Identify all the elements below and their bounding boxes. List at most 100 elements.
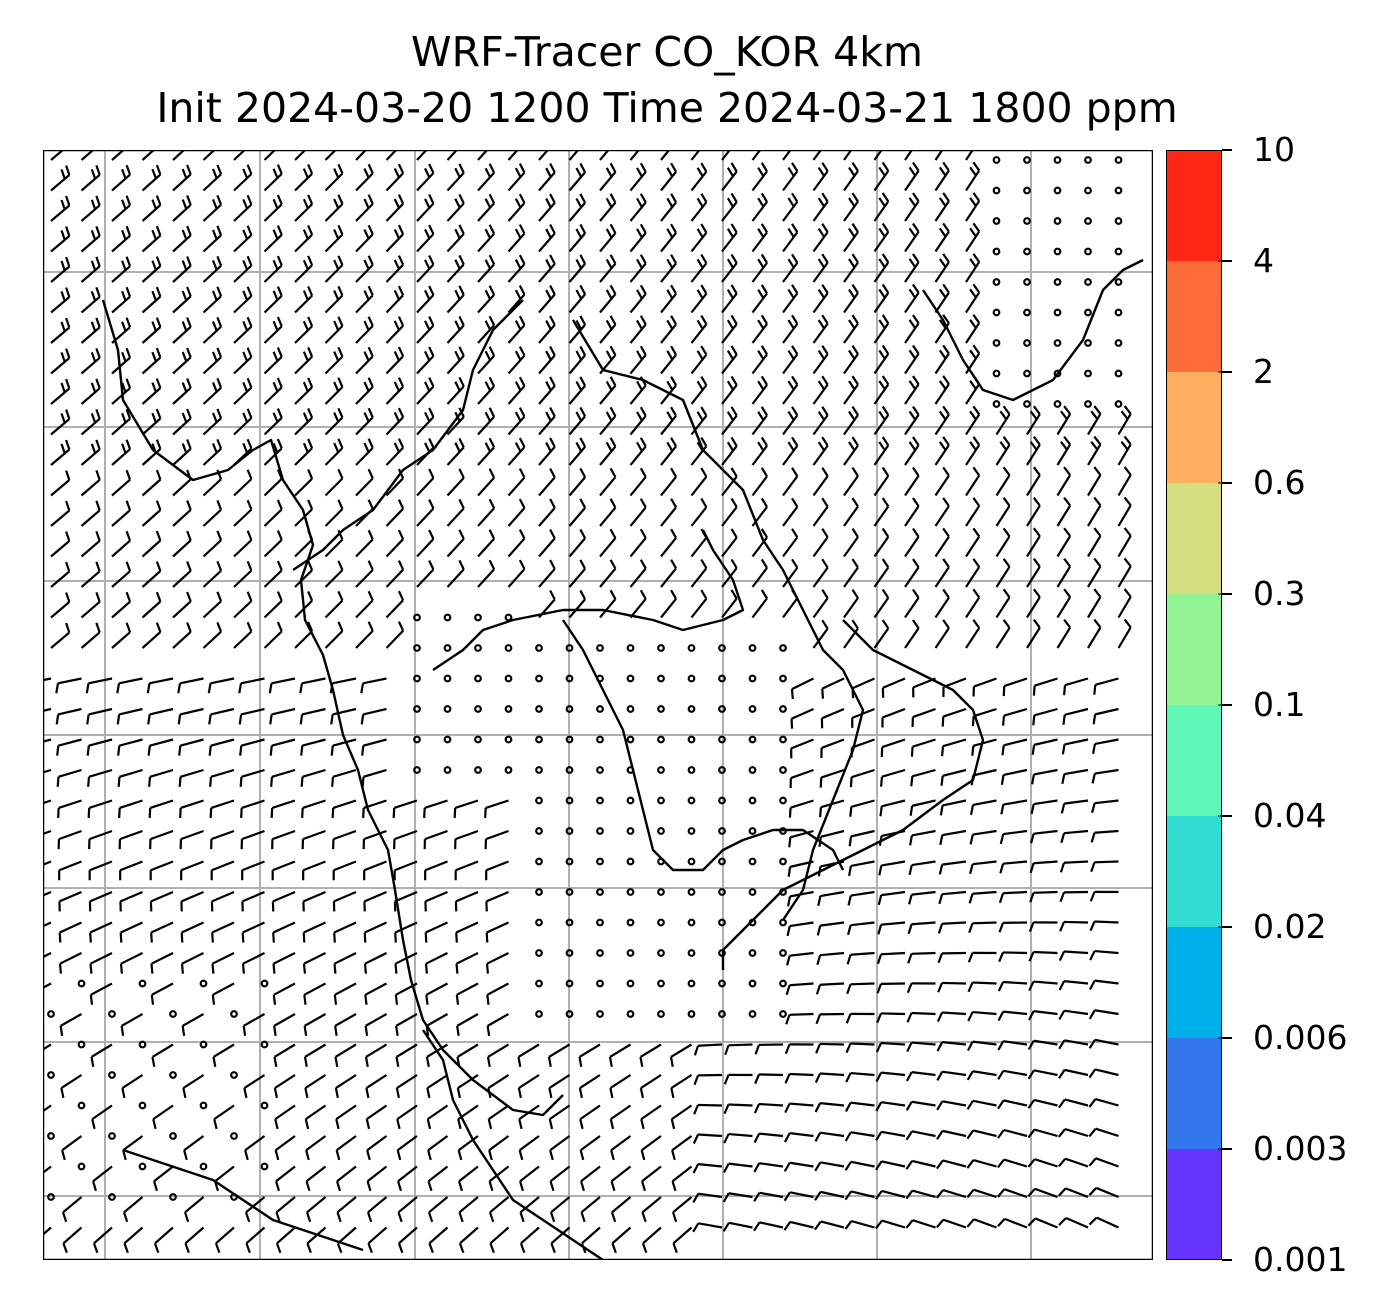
barb-shaft: [1033, 1098, 1058, 1107]
wind-barb: [1026, 436, 1041, 466]
barb-shaft: [50, 204, 71, 222]
barb-flag: [912, 283, 920, 294]
barb-flag: [791, 467, 799, 477]
barb-shaft: [965, 230, 981, 253]
wind-barb: [56, 738, 82, 756]
wind-barb: [934, 558, 950, 588]
wind-barb: [815, 1042, 845, 1054]
barb-shaft: [362, 707, 387, 716]
wind-barb: [599, 223, 617, 253]
barb-shaft: [791, 707, 814, 720]
barb-shaft: [1003, 1069, 1028, 1077]
wind-barb: [62, 1226, 83, 1254]
barb-flag: [942, 527, 950, 538]
barb-shaft: [1063, 860, 1089, 864]
wind-barb: [424, 921, 448, 943]
wind-barb: [233, 225, 253, 253]
barb-flag: [95, 409, 101, 420]
wind-barb: [233, 377, 253, 405]
barb-shaft: [1117, 413, 1132, 436]
wind-barb: [782, 528, 799, 558]
wind-barb: [721, 528, 738, 558]
barb-shaft: [324, 264, 344, 283]
wind-barb: [812, 528, 829, 558]
wind-barb: [43, 738, 52, 743]
barb-shaft: [507, 446, 526, 466]
barb-flag: [847, 924, 852, 936]
barb-shaft: [721, 506, 738, 527]
barb-flag: [1063, 435, 1071, 446]
calm-wind-marker: [1053, 278, 1062, 286]
barb-flag: [244, 1149, 249, 1161]
barb-shaft: [1064, 1157, 1089, 1168]
barb-flag: [458, 224, 465, 235]
wind-barb: [1091, 768, 1119, 784]
wind-barb: [812, 345, 829, 375]
barb-shaft: [758, 1102, 784, 1107]
barb-flag: [395, 1087, 400, 1099]
barb-flag: [269, 714, 273, 725]
wind-barb: [904, 344, 920, 375]
barb-flag: [155, 195, 162, 206]
wind-barb: [355, 285, 374, 314]
barb-shaft: [50, 150, 65, 161]
barb-shaft: [873, 627, 890, 649]
barb-shaft: [90, 952, 113, 965]
barb-shaft: [150, 890, 174, 903]
calm-wind-marker: [779, 857, 787, 866]
wind-barb: [693, 1073, 723, 1086]
barb-shaft: [812, 353, 829, 375]
wind-barb: [849, 768, 875, 788]
barb-flag: [1089, 950, 1096, 961]
barb-shaft: [568, 507, 586, 527]
barb-flag: [851, 589, 859, 599]
barb-shaft: [912, 677, 936, 689]
barb-flag: [241, 963, 245, 974]
wind-barb: [671, 1165, 693, 1192]
barb-flag: [208, 745, 212, 756]
barb-flag: [791, 528, 799, 538]
barb-flag: [696, 228, 704, 238]
barb-flag: [997, 981, 1005, 992]
barb-shaft: [881, 860, 906, 867]
barb-flag: [276, 286, 283, 297]
calm-wind-marker: [626, 766, 635, 774]
wind-barb: [428, 1226, 449, 1254]
barb-flag: [458, 254, 465, 265]
barb-flag: [337, 255, 344, 266]
barb-flag: [851, 406, 859, 416]
barb-flag: [337, 377, 344, 388]
wind-barb: [722, 1162, 753, 1173]
barb-flag: [216, 530, 223, 541]
barb-shaft: [241, 890, 265, 903]
barb-shaft: [789, 921, 814, 928]
barb-flag: [549, 224, 556, 234]
barb-shaft: [580, 1135, 601, 1152]
barb-flag: [367, 346, 374, 357]
barb-shaft: [335, 1104, 357, 1121]
barb-shaft: [446, 294, 465, 314]
wind-barb: [477, 285, 496, 314]
barb-shaft: [904, 170, 920, 192]
barb-shaft: [1002, 951, 1028, 955]
wind-barb: [905, 1071, 936, 1082]
barb-shaft: [477, 232, 495, 253]
wind-barb: [538, 315, 556, 344]
barb-shaft: [820, 1161, 845, 1168]
barb-shaft: [881, 1130, 906, 1138]
wind-barb: [367, 1226, 388, 1254]
barb-shaft: [1033, 799, 1058, 806]
barb-shaft: [149, 799, 174, 810]
barb-flag: [301, 807, 304, 819]
barb-shaft: [911, 1100, 936, 1107]
barb-flag: [787, 167, 795, 177]
wind-barb: [568, 345, 587, 375]
barb-flag: [337, 560, 344, 571]
barb-shaft: [202, 508, 222, 527]
calm-wind-marker: [504, 674, 513, 683]
barb-flag: [484, 411, 492, 422]
barb-flag: [488, 163, 496, 174]
barb-flag: [518, 224, 526, 235]
wind-barb: [330, 738, 357, 756]
wind-barb: [355, 438, 374, 466]
